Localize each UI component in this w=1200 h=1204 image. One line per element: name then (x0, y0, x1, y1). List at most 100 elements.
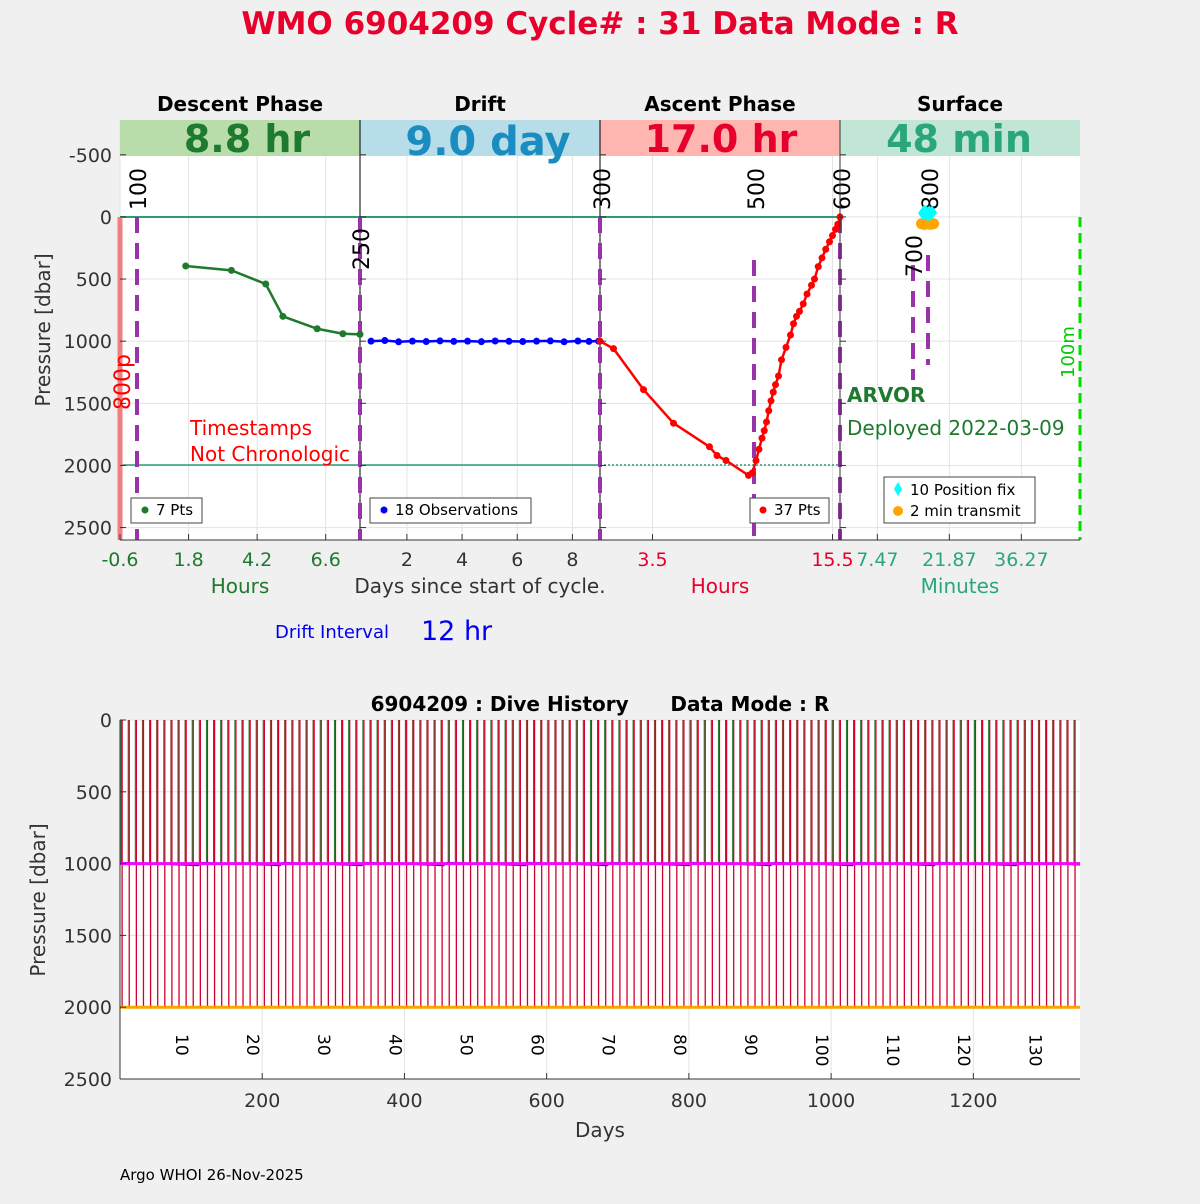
ascent-point (778, 356, 785, 364)
dive-xtick-label: 1000 (807, 1090, 855, 1112)
descent-xtick-label: 6.6 (311, 549, 341, 571)
marker-label-500: 500 (745, 168, 770, 210)
drift-point (585, 337, 593, 345)
descent-point (313, 325, 321, 333)
top-ytick-label: 2500 (64, 518, 112, 540)
marker-label-700: 700 (903, 235, 928, 277)
footer-credit: Argo WHOI 26-Nov-2025 (120, 1166, 304, 1184)
drift-interval-value: 12 hr (421, 616, 493, 647)
ascent-point (818, 254, 826, 262)
descent-xlabel: Hours (211, 574, 270, 598)
ascent-duration-band (600, 120, 840, 156)
surface-duration-band (840, 120, 1080, 156)
ascent-point (640, 386, 647, 394)
drift-point (367, 337, 375, 345)
marker-label-250: 250 (350, 228, 375, 270)
drift-legend: 18 Observations (369, 497, 532, 524)
ascent-legend-label: 37 Pts (774, 501, 821, 519)
ascent-point (763, 418, 770, 426)
ascent-legend: 37 Pts (749, 497, 830, 524)
dive-ytick-label: 2500 (64, 1069, 112, 1091)
drift-duration: 9.0 day (405, 119, 570, 165)
ascent-legend-marker (759, 506, 767, 514)
dive-xlabel: Days (575, 1118, 625, 1142)
descent-point (182, 262, 190, 270)
top-ytick-label: 2000 (64, 455, 112, 477)
surface-xlabel: Minutes (921, 574, 1000, 598)
ascent-point (790, 320, 797, 328)
ascent-point (782, 343, 790, 351)
ascent-point (767, 397, 775, 405)
deployed-date: Deployed 2022-03-09 (847, 416, 1065, 440)
marker-label-600: 600 (831, 168, 856, 210)
cycle-number-label: 70 (598, 1034, 618, 1056)
dive-ytick-label: 500 (76, 782, 112, 804)
ascent-point (769, 388, 777, 396)
cycle-number-label: 50 (455, 1034, 475, 1056)
dive-xtick-label: 1200 (949, 1090, 997, 1112)
cycle-chart: Descent Phase Drift Ascent Phase Surface… (31, 92, 1082, 647)
surface-xtick-label: 36.27 (994, 549, 1048, 571)
ascent-point (713, 452, 721, 460)
dive-xtick-label: 600 (529, 1090, 565, 1112)
dive-ytick-label: 1500 (64, 925, 112, 947)
ascent-xlabel: Hours (691, 574, 750, 598)
drift-point (408, 337, 416, 345)
drift-xtick-label: 6 (511, 549, 523, 571)
top-ytick-label: 0 (100, 207, 112, 229)
dive-xtick-label: 400 (386, 1090, 422, 1112)
drift-point (491, 337, 499, 345)
right-green-label: 100m (1058, 326, 1079, 378)
main-title: WMO 6904209 Cycle# : 31 Data Mode : R (241, 6, 958, 42)
transmit-legend-label: 2 min transmit (910, 502, 1021, 520)
ascent-point (765, 407, 773, 415)
left-red-label: 800p (111, 354, 136, 410)
cycle-number-label: 10 (171, 1034, 191, 1056)
ascent-point (822, 245, 830, 253)
descent-point (262, 280, 270, 288)
ascent-point (722, 456, 730, 464)
ascent-point (808, 281, 815, 289)
ascent-point (796, 307, 803, 315)
descent-xtick-label: 4.2 (242, 549, 272, 571)
drift-point (574, 337, 582, 345)
transmit-point (928, 218, 939, 230)
ascent-point (772, 381, 779, 389)
marker-label-300: 300 (591, 168, 616, 210)
dive-history-chart: 6904209 : Dive History Data Mode : R 10 2… (26, 692, 1081, 1142)
surface-legend: 10 Position fix 2 min transmit (883, 476, 1036, 524)
transmit-legend-marker (893, 506, 903, 516)
dive-xtick-label: 800 (671, 1090, 707, 1112)
position-fix-legend-marker (894, 482, 902, 496)
ascent-point (787, 331, 794, 339)
drift-point (477, 338, 485, 346)
drift-point (450, 337, 458, 345)
drift-xtick-label: 2 (401, 549, 413, 571)
top-ytick-label: 1000 (64, 331, 112, 353)
ascent-point (799, 300, 807, 308)
ascent-point (803, 290, 811, 298)
ascent-point (610, 345, 617, 353)
descent-point (279, 312, 287, 320)
ascent-point (829, 232, 836, 240)
surface-duration: 48 min (886, 117, 1032, 161)
drift-legend-marker (380, 506, 388, 514)
dive-ytick-label: 0 (100, 710, 112, 732)
cycle-number-label: 60 (527, 1034, 547, 1056)
cycle-number-label: 20 (242, 1034, 262, 1056)
descent-xtick-label: -0.6 (101, 549, 138, 571)
cycle-number-label: 120 (953, 1034, 973, 1066)
ascent-point (758, 434, 766, 442)
position-fix-point (927, 205, 937, 220)
cycle-number-label: 110 (882, 1034, 902, 1066)
ascent-point (748, 469, 756, 477)
cycle-number-label: 40 (384, 1034, 404, 1056)
ascent-xtick-label: 3.5 (637, 549, 667, 571)
drift-point (436, 337, 444, 345)
ascent-point (811, 275, 818, 283)
timestamps-note-2: Not Chronologic (190, 442, 350, 466)
descent-point (339, 330, 347, 338)
dive-history-title: 6904209 : Dive History Data Mode : R (371, 692, 830, 716)
dive-xtick-label: 200 (244, 1090, 280, 1112)
